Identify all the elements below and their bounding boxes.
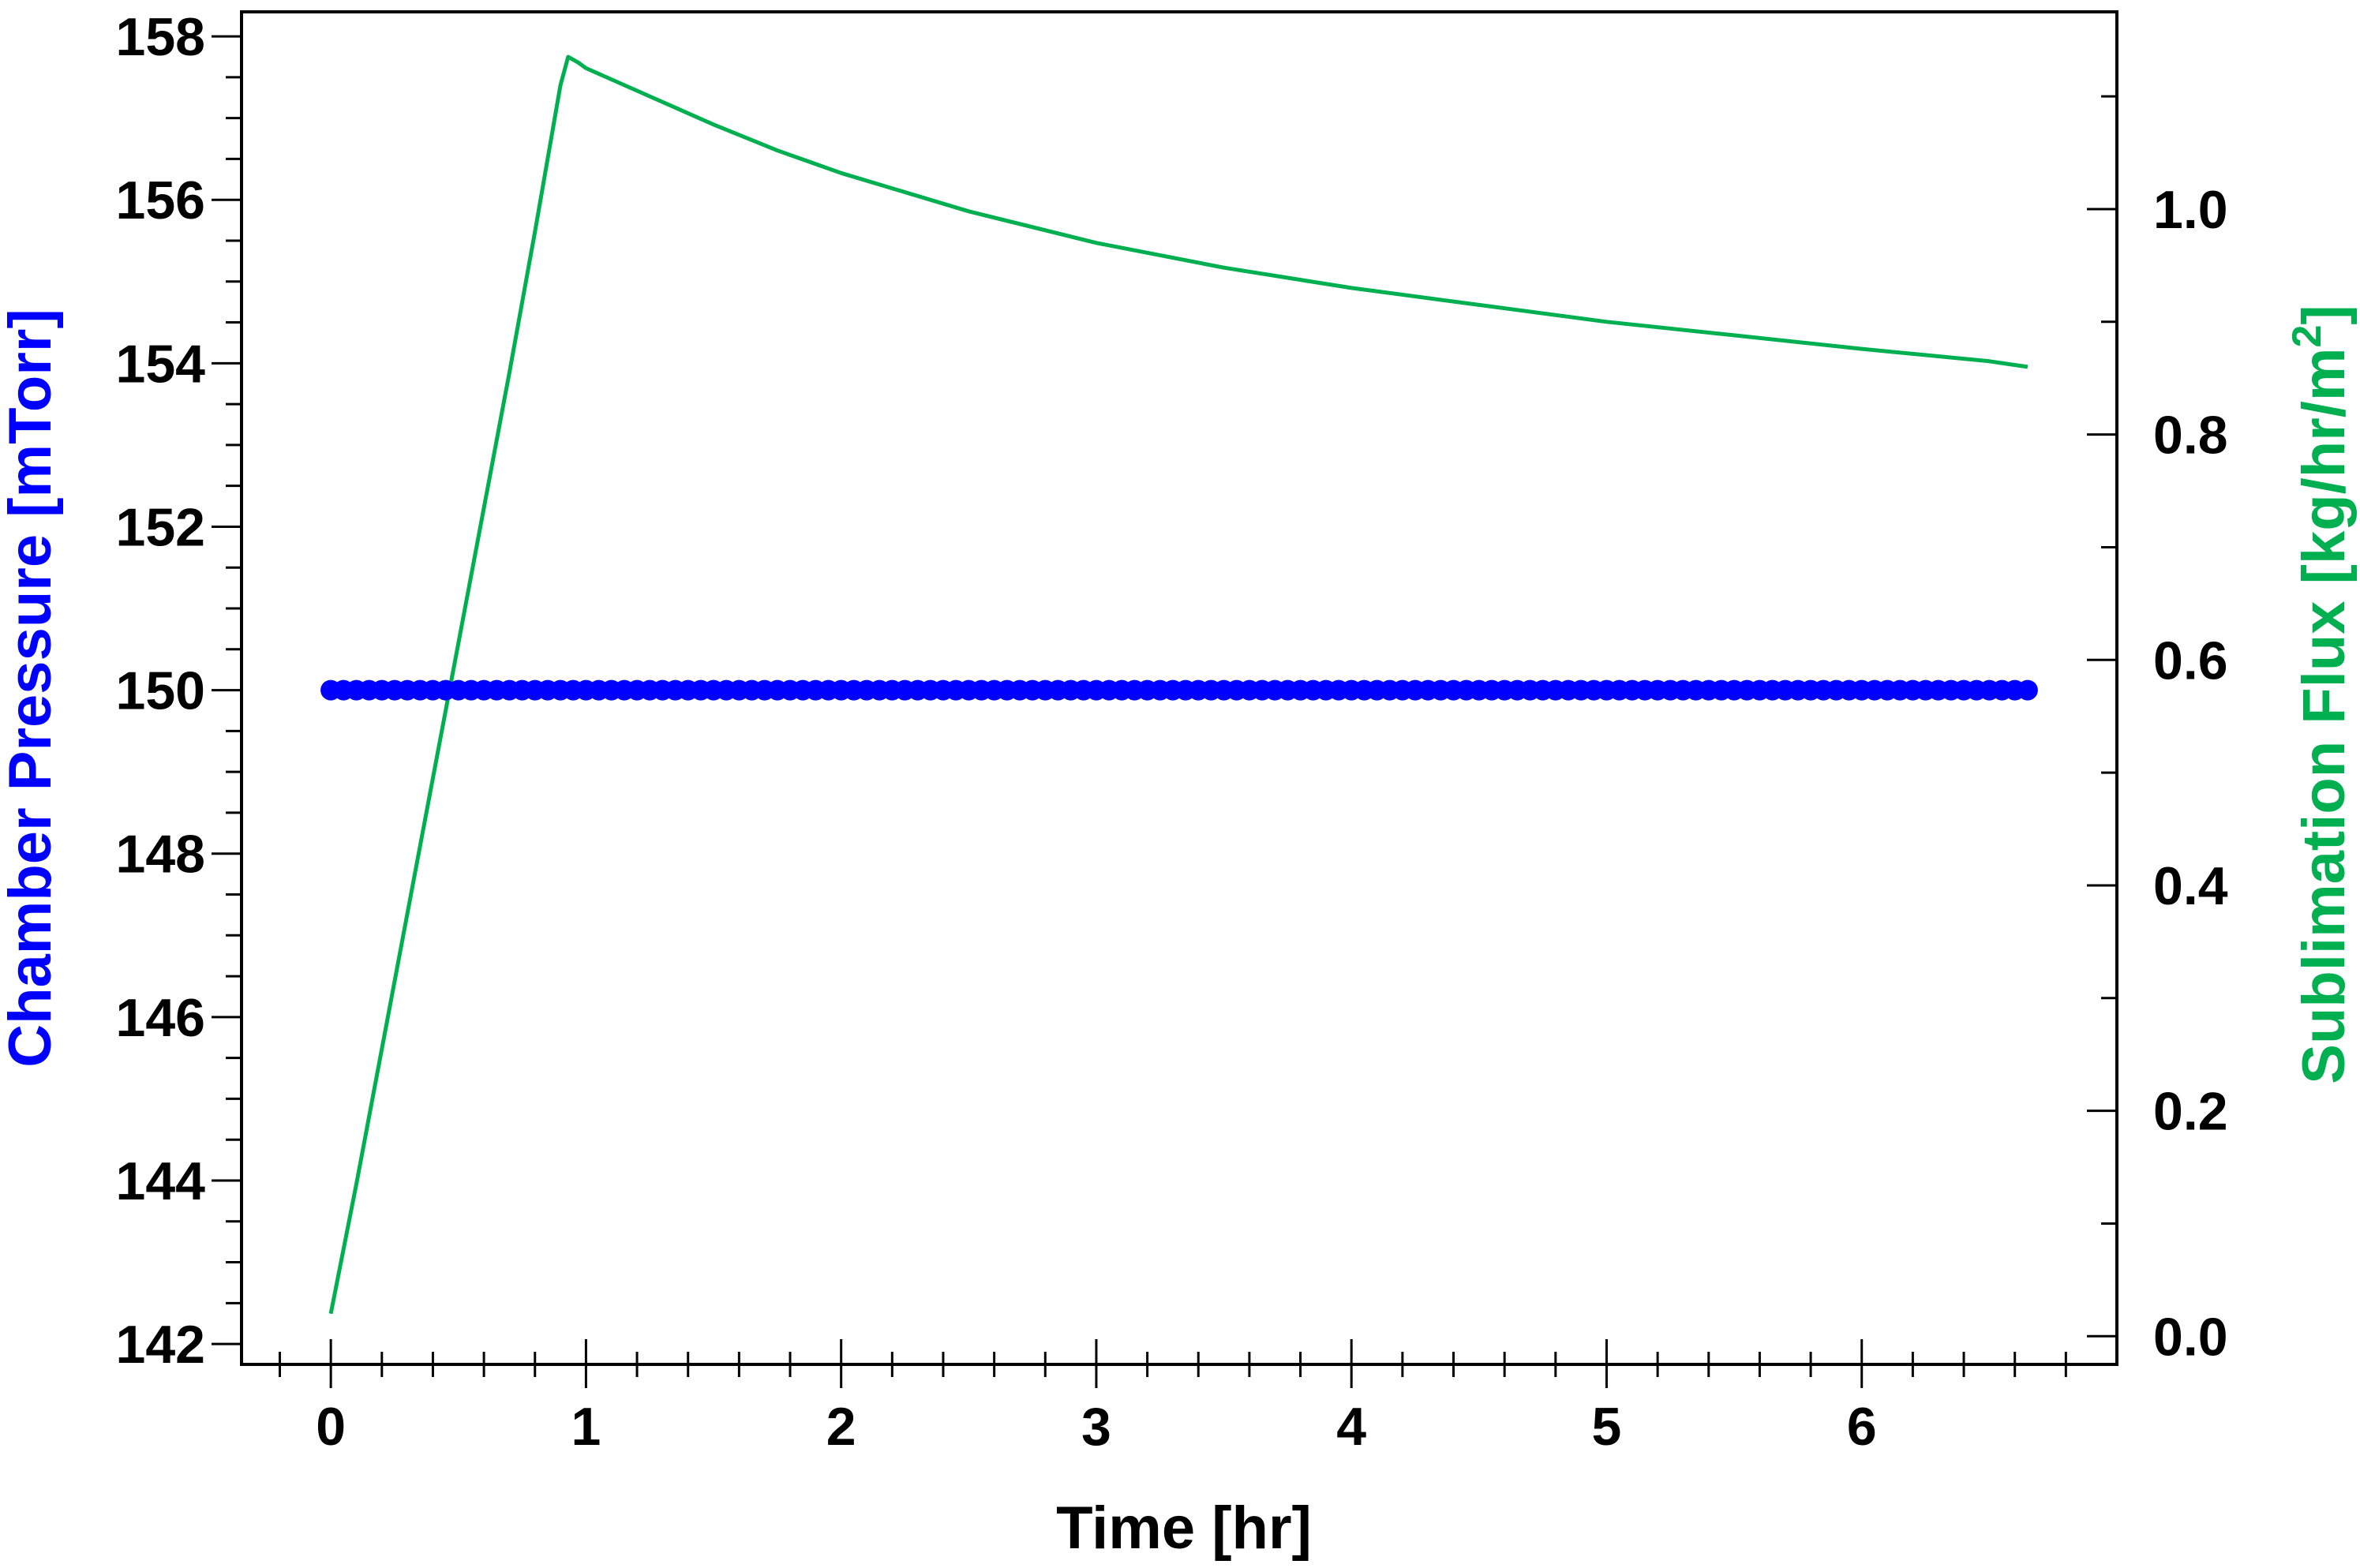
y-right-tick-label: 0.4 bbox=[2153, 856, 2228, 916]
left-y-axis-title: Chamber Pressure [mTorr] bbox=[0, 309, 64, 1068]
flux-line bbox=[328, 54, 2028, 1315]
x-tick-label: 2 bbox=[826, 1397, 856, 1457]
y-left-tick-label: 158 bbox=[116, 7, 205, 67]
series-layer bbox=[320, 54, 2038, 1315]
x-axis-title: Time [hr] bbox=[1056, 1495, 1312, 1562]
x-tick-label: 6 bbox=[1847, 1397, 1877, 1457]
y-left-tick-label: 142 bbox=[116, 1315, 205, 1375]
y-left-tick-label: 150 bbox=[116, 661, 205, 721]
right-y-axis-ticks: 0.0 0.2 0.4 0.6 0.8 1.0 bbox=[2087, 95, 2228, 1367]
plot-frame bbox=[240, 10, 2118, 1366]
y-right-tick-label: 1.0 bbox=[2153, 180, 2228, 240]
left-y-axis-ticks: 142 144 146 148 150 152 154 156 158 bbox=[116, 7, 242, 1375]
y-left-tick-label: 148 bbox=[116, 825, 205, 885]
x-tick-label: 0 bbox=[316, 1397, 346, 1457]
x-tick-label: 3 bbox=[1081, 1397, 1111, 1457]
x-tick-label: 1 bbox=[571, 1397, 601, 1457]
right-y-axis-title-superscript: 2 bbox=[2284, 325, 2330, 348]
x-tick-label: 5 bbox=[1592, 1397, 1622, 1457]
y-right-tick-label: 0.0 bbox=[2153, 1307, 2228, 1367]
y-left-tick-label: 144 bbox=[116, 1151, 206, 1211]
y-right-tick-label: 0.2 bbox=[2153, 1082, 2228, 1142]
y-left-tick-label: 152 bbox=[116, 497, 205, 557]
right-y-axis-title: Sublimation Flux [kg/hr/m2] bbox=[2284, 305, 2358, 1083]
right-y-axis-title-suffix: ] bbox=[2291, 305, 2358, 324]
x-tick-label: 4 bbox=[1336, 1397, 1366, 1457]
y-right-tick-label: 0.6 bbox=[2153, 631, 2228, 690]
y-right-tick-label: 0.8 bbox=[2153, 406, 2228, 466]
y-left-tick-label: 154 bbox=[116, 334, 206, 394]
y-left-tick-label: 156 bbox=[116, 170, 205, 230]
right-y-axis-title-main: Sublimation Flux [kg/hr/m bbox=[2291, 348, 2358, 1084]
pressure-point bbox=[2017, 679, 2038, 701]
x-axis-ticks: 0 1 2 3 4 5 6 bbox=[278, 1339, 2067, 1457]
y-left-tick-label: 146 bbox=[116, 988, 205, 1048]
